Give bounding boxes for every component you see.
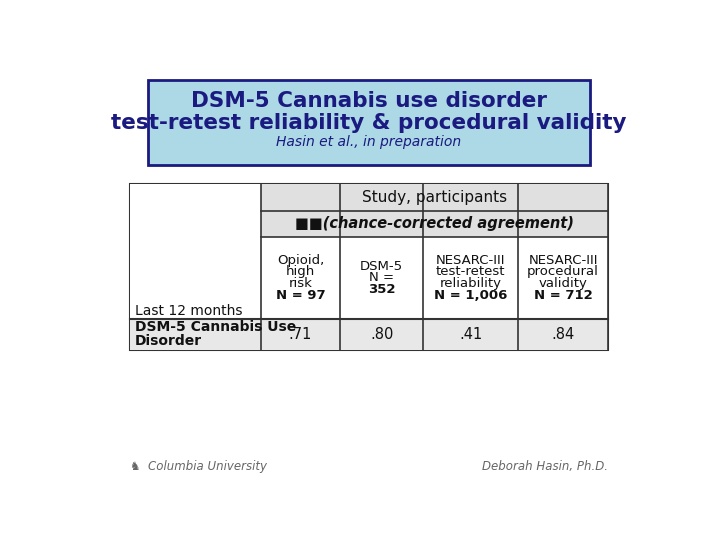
Text: DSM-5 Cannabis Use: DSM-5 Cannabis Use xyxy=(135,320,296,334)
Text: N = 97: N = 97 xyxy=(276,288,325,301)
Text: Deborah Hasin, Ph.D.: Deborah Hasin, Ph.D. xyxy=(482,460,608,473)
Bar xyxy=(261,184,608,237)
Text: Opioid,: Opioid, xyxy=(276,254,324,267)
Text: ■■(chance-corrected agreement): ■■(chance-corrected agreement) xyxy=(295,217,574,231)
Text: Hasin et al., in preparation: Hasin et al., in preparation xyxy=(276,135,462,149)
Text: validity: validity xyxy=(539,277,588,290)
Text: NESARC-III: NESARC-III xyxy=(436,254,505,267)
Text: Study, participants: Study, participants xyxy=(362,190,507,205)
Text: .80: .80 xyxy=(370,327,393,342)
Text: ♞  Columbia University: ♞ Columbia University xyxy=(130,460,267,473)
Bar xyxy=(130,184,608,350)
Text: high: high xyxy=(286,266,315,279)
Text: risk: risk xyxy=(289,277,312,290)
Text: procedural: procedural xyxy=(527,266,599,279)
Text: Disorder: Disorder xyxy=(135,334,202,348)
Text: test-retest: test-retest xyxy=(436,266,505,279)
Text: test-retest reliability & procedural validity: test-retest reliability & procedural val… xyxy=(112,112,626,132)
Text: N = 712: N = 712 xyxy=(534,288,593,301)
Text: NESARC-III: NESARC-III xyxy=(528,254,598,267)
Text: N = 1,006: N = 1,006 xyxy=(434,288,507,301)
Text: .41: .41 xyxy=(459,327,482,342)
Text: N =: N = xyxy=(369,271,395,284)
Bar xyxy=(148,80,590,165)
Bar xyxy=(130,319,608,350)
Text: .71: .71 xyxy=(289,327,312,342)
Text: reliability: reliability xyxy=(439,277,502,290)
Bar xyxy=(130,184,261,319)
Text: .84: .84 xyxy=(552,327,575,342)
Text: 352: 352 xyxy=(368,283,395,296)
Text: DSM-5 Cannabis use disorder: DSM-5 Cannabis use disorder xyxy=(191,91,547,111)
Text: DSM-5: DSM-5 xyxy=(360,260,403,273)
Bar xyxy=(261,237,608,319)
Text: Last 12 months: Last 12 months xyxy=(135,304,243,318)
